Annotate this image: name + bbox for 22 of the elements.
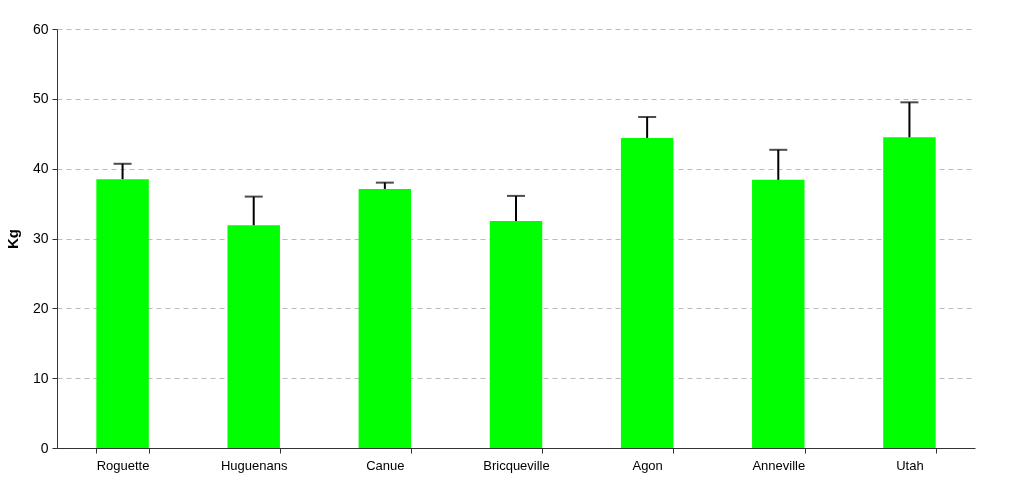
x-tick-label: Roguette bbox=[96, 457, 150, 473]
y-tick-label: 50 bbox=[32, 90, 49, 107]
x-tick-label: Utah bbox=[896, 457, 924, 473]
bar bbox=[752, 179, 805, 448]
y-tick-label: 20 bbox=[32, 299, 49, 316]
x-tick-label: Agon bbox=[632, 457, 663, 473]
y-tick-label: 10 bbox=[32, 369, 49, 386]
y-tick-label: 0 bbox=[40, 439, 49, 456]
bar bbox=[227, 225, 280, 448]
bar bbox=[96, 179, 149, 448]
bar bbox=[489, 221, 543, 448]
bar bbox=[883, 137, 936, 448]
bar bbox=[358, 188, 412, 448]
x-tick-label: Bricqueville bbox=[483, 457, 550, 473]
y-axis-title: Kg bbox=[3, 229, 21, 249]
y-tick-label: 40 bbox=[32, 160, 49, 177]
x-tick-label: Huguenans bbox=[220, 457, 288, 473]
x-tick-label: Canue bbox=[366, 457, 405, 473]
y-tick-label: 30 bbox=[32, 230, 49, 246]
x-tick-label: Anneville bbox=[752, 457, 806, 473]
bar bbox=[620, 137, 674, 448]
y-tick-label: 60 bbox=[32, 20, 49, 37]
